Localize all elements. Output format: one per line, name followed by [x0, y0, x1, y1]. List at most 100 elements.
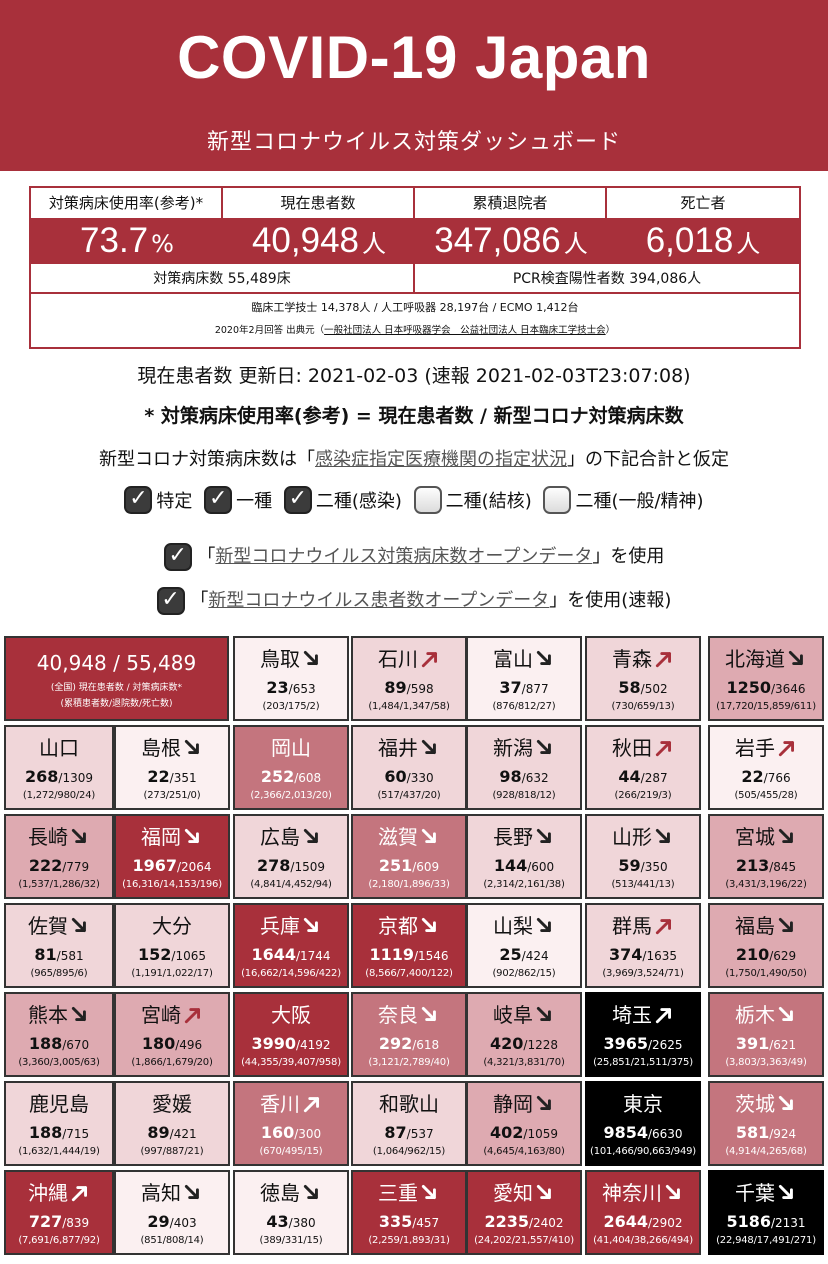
prefecture-tile[interactable]: 京都 1119/1546 (8,566/7,400/122) — [351, 903, 467, 988]
prefecture-tile[interactable]: 福島 210/629 (1,750/1,490/50) — [708, 903, 824, 988]
prefecture-tile[interactable]: 愛知 2235/2402 (24,202/21,557/410) — [466, 1170, 582, 1255]
bed-count: /3646 — [770, 682, 806, 696]
prefecture-tile[interactable]: 栃木 391/621 (3,803/3,363/49) — [708, 992, 824, 1077]
current-patients: 1250 — [726, 678, 771, 697]
prefecture-tile[interactable]: 茨城 581/924 (4,914/4,265/68) — [708, 1081, 824, 1166]
prefecture-tile[interactable]: 島根 22/351 (273/251/0) — [114, 725, 230, 810]
current-patients: 213 — [735, 856, 770, 875]
prefecture-grid: 40,948 / 55,489 (全国) 現在患者数 / 対策病床数* (累積患… — [0, 632, 828, 1264]
prefecture-tile[interactable]: 岡山 252/608 (2,366/2,013/20) — [233, 725, 349, 810]
prefecture-tile[interactable]: 埼玉 3965/2625 (25,851/21,511/375) — [585, 992, 701, 1077]
prefecture-name-row: 徳島 — [235, 1178, 347, 1208]
prefecture-tile[interactable]: 群馬 374/1635 (3,969/3,524/71) — [585, 903, 701, 988]
prefecture-tile[interactable]: 宮城 213/845 (3,431/3,196/22) — [708, 814, 824, 899]
checkbox-checked-icon[interactable]: ✓ — [204, 486, 233, 514]
checkbox-label: 特定 — [156, 491, 193, 512]
prefecture-tile[interactable]: 新潟 98/632 (928/818/12) — [466, 725, 582, 810]
prefecture-tile[interactable]: 山梨 25/424 (902/862/15) — [466, 903, 582, 988]
prefecture-name-row: 岡山 — [235, 733, 347, 763]
prefecture-tile[interactable]: 大阪 3990/4192 (44,355/39,407/958) — [233, 992, 349, 1077]
prefecture-tile[interactable]: 佐賀 81/581 (965/895/6) — [4, 903, 114, 988]
prefecture-tile[interactable]: 滋賀 251/609 (2,180/1,896/33) — [351, 814, 467, 899]
patients-opendata-option[interactable]: ✓ 「新型コロナウイルス患者数オープンデータ」を使用(速報) — [0, 585, 828, 617]
prefecture-name-row: 新潟 — [468, 733, 580, 763]
trend-up-arrow-icon — [184, 1008, 200, 1024]
current-patients: 9854 — [603, 1123, 648, 1142]
prefecture-tile[interactable]: 富山 37/877 (876/812/27) — [466, 636, 582, 721]
bed-count: /287 — [640, 771, 668, 785]
prefecture-tile[interactable]: 福岡 1967/2064 (16,316/14,153/196) — [114, 814, 230, 899]
current-patients: 268 — [25, 767, 59, 786]
prefecture-tile[interactable]: 大分 152/1065 (1,191/1,022/17) — [114, 903, 230, 988]
prefecture-tile[interactable]: 岐阜 420/1228 (4,321/3,831/70) — [466, 992, 582, 1077]
prefecture-tile[interactable]: 石川 89/598 (1,484/1,347/58) — [351, 636, 467, 721]
prefecture-tile[interactable]: 長崎 222/779 (1,537/1,286/32) — [4, 814, 114, 899]
trend-down-arrow-icon — [778, 1007, 793, 1021]
checkbox-checked-icon[interactable]: ✓ — [163, 543, 192, 571]
prefecture-counts: 89/421 — [116, 1123, 228, 1143]
prefecture-tile[interactable]: 東京 9854/6630 (101,466/90,663/949) — [585, 1081, 701, 1166]
prefecture-tile[interactable]: 熊本 188/670 (3,360/3,005/63) — [4, 992, 114, 1077]
prefecture-tile[interactable]: 長野 144/600 (2,314/2,161/38) — [466, 814, 582, 899]
prefecture-tile[interactable]: 兵庫 1644/1744 (16,662/14,596/422) — [233, 903, 349, 988]
prefecture-tile[interactable]: 鳥取 23/653 (203/175/2) — [233, 636, 349, 721]
prefecture-tile[interactable]: 岩手 22/766 (505/455/28) — [708, 725, 824, 810]
update-date: 現在患者数 更新日: 2021-02-03 (速報 2021-02-03T23:… — [137, 365, 691, 387]
bed-count: /598 — [406, 682, 434, 696]
prefecture-tile[interactable]: 高知 29/403 (851/808/14) — [114, 1170, 230, 1255]
prefecture-counts: 335/457 — [353, 1212, 465, 1232]
trend-up-arrow-icon — [71, 1186, 87, 1202]
designation-status-link[interactable]: 感染症指定医療機関の指定状況 — [315, 449, 567, 470]
checkbox-checked-icon[interactable]: ✓ — [124, 486, 153, 514]
prefecture-tile[interactable]: 北海道 1250/3646 (17,720/15,859/611) — [708, 636, 824, 721]
cumulative-counts: (517/437/20) — [377, 790, 441, 801]
prefecture-name: 茨城 — [735, 1092, 775, 1116]
bed-count: /779 — [62, 860, 90, 874]
checkbox-checked-icon[interactable]: ✓ — [283, 486, 312, 514]
prefecture-tile[interactable]: 香川 160/300 (670/495/15) — [233, 1081, 349, 1166]
checkbox-checked-icon[interactable]: ✓ — [156, 587, 185, 615]
prefecture-tile[interactable]: 徳島 43/380 (389/331/15) — [233, 1170, 349, 1255]
check-isshu[interactable]: ✓ 一種 — [204, 486, 272, 514]
prefecture-name: 栃木 — [735, 1003, 775, 1027]
check-tokutei[interactable]: ✓ 特定 — [124, 486, 192, 514]
trend-down-arrow-icon — [421, 1007, 436, 1021]
prefecture-tile[interactable]: 広島 278/1509 (4,841/4,452/94) — [233, 814, 349, 899]
cumulative-counts: (22,948/17,491/271) — [716, 1235, 816, 1246]
prefecture-tile[interactable]: 秋田 44/287 (266/219/3) — [585, 725, 701, 810]
prefecture-tile[interactable]: 宮崎 180/496 (1,866/1,679/20) — [114, 992, 230, 1077]
check-nishu-kansen[interactable]: ✓ 二種(感染) — [283, 486, 402, 514]
prefecture-tile[interactable]: 三重 335/457 (2,259/1,893/31) — [351, 1170, 467, 1255]
prefecture-tile[interactable]: 山形 59/350 (513/441/13) — [585, 814, 701, 899]
prefecture-tile[interactable]: 静岡 402/1059 (4,645/4,163/80) — [466, 1081, 582, 1166]
prefecture-tile[interactable]: 奈良 292/618 (3,121/2,789/40) — [351, 992, 467, 1077]
national-summary-tile[interactable]: 40,948 / 55,489 (全国) 現在患者数 / 対策病床数* (累積患… — [4, 636, 229, 721]
prefecture-tile[interactable]: 和歌山 87/537 (1,064/962/15) — [351, 1081, 467, 1166]
prefecture-name-row: 愛媛 — [116, 1089, 228, 1119]
bed-count: /457 — [412, 1216, 440, 1230]
stat-label-bed-usage: 対策病床使用率(参考)* — [31, 188, 223, 218]
source-note-link[interactable]: 一般社団法人 日本呼吸器学会 公益社団法人 日本臨床工学技士会 — [324, 325, 606, 336]
prefecture-tile[interactable]: 千葉 5186/2131 (22,948/17,491/271) — [708, 1170, 824, 1255]
patients-opendata-link[interactable]: 新型コロナウイルス患者数オープンデータ — [208, 590, 550, 611]
stat-number: 40,948 — [251, 221, 360, 260]
trend-down-arrow-icon — [536, 918, 551, 932]
prefecture-name: 青森 — [612, 647, 652, 671]
prefecture-name: 高知 — [141, 1181, 181, 1205]
prefecture-tile[interactable]: 福井 60/330 (517/437/20) — [351, 725, 467, 810]
prefecture-tile[interactable]: 愛媛 89/421 (997/887/21) — [114, 1081, 230, 1166]
prefecture-tile[interactable]: 山口 268/1309 (1,272/980/24) — [4, 725, 114, 810]
cumulative-counts: (4,841/4,452/94) — [250, 879, 332, 890]
checkbox-unchecked-icon[interactable] — [543, 486, 572, 514]
prefecture-tile[interactable]: 沖縄 727/839 (7,691/6,877/92) — [4, 1170, 114, 1255]
beds-opendata-link[interactable]: 新型コロナウイルス対策病床数オープンデータ — [215, 546, 593, 567]
check-nishu-kekkaku[interactable]: 二種(結核) — [413, 486, 532, 514]
prefecture-tile[interactable]: 青森 58/502 (730/659/13) — [585, 636, 701, 721]
checkbox-unchecked-icon[interactable] — [413, 486, 442, 514]
check-nishu-ippan[interactable]: 二種(一般/精神) — [543, 486, 704, 514]
prefecture-tile[interactable]: 鹿児島 188/715 (1,632/1,444/19) — [4, 1081, 114, 1166]
prefecture-counts: 268/1309 — [6, 767, 112, 787]
beds-opendata-option[interactable]: ✓ 「新型コロナウイルス対策病床数オープンデータ」を使用 — [0, 541, 828, 573]
prefecture-tile[interactable]: 神奈川 2644/2902 (41,404/38,266/494) — [585, 1170, 701, 1255]
prefecture-name: 静岡 — [493, 1092, 533, 1116]
